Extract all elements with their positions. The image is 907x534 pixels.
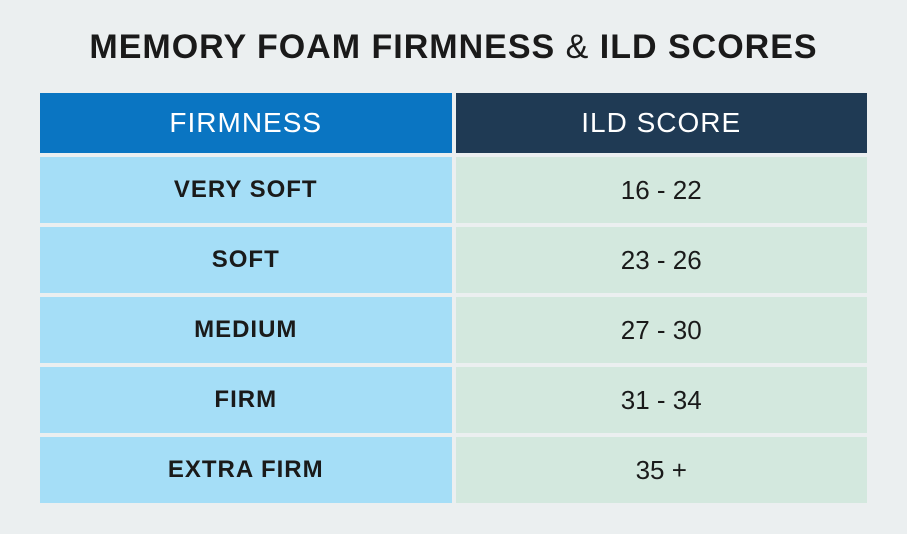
firmness-cell: MEDIUM — [40, 297, 452, 363]
table-body: VERY SOFT 16 - 22 SOFT 23 - 26 MEDIUM 27… — [40, 157, 867, 503]
table-row: VERY SOFT 16 - 22 — [40, 157, 867, 223]
score-cell: 27 - 30 — [456, 297, 868, 363]
table-header-row: FIRMNESS ILD SCORE — [40, 93, 867, 153]
col-header-firmness: FIRMNESS — [40, 93, 452, 153]
table-row: EXTRA FIRM 35 + — [40, 437, 867, 503]
title-part2: ILD SCORES — [600, 28, 818, 66]
score-cell: 31 - 34 — [456, 367, 868, 433]
table-row: SOFT 23 - 26 — [40, 227, 867, 293]
firmness-cell: VERY SOFT — [40, 157, 452, 223]
table-row: FIRM 31 - 34 — [40, 367, 867, 433]
firmness-table: FIRMNESS ILD SCORE VERY SOFT 16 - 22 SOF… — [36, 89, 871, 507]
firmness-cell: EXTRA FIRM — [40, 437, 452, 503]
score-cell: 16 - 22 — [456, 157, 868, 223]
title-ampersand: & — [566, 28, 590, 66]
title-part1: MEMORY FOAM FIRMNESS — [89, 28, 555, 66]
page-title: MEMORY FOAM FIRMNESS & ILD SCORES — [36, 28, 871, 67]
score-cell: 35 + — [456, 437, 868, 503]
table-row: MEDIUM 27 - 30 — [40, 297, 867, 363]
col-header-score: ILD SCORE — [456, 93, 868, 153]
score-cell: 23 - 26 — [456, 227, 868, 293]
firmness-cell: FIRM — [40, 367, 452, 433]
firmness-cell: SOFT — [40, 227, 452, 293]
